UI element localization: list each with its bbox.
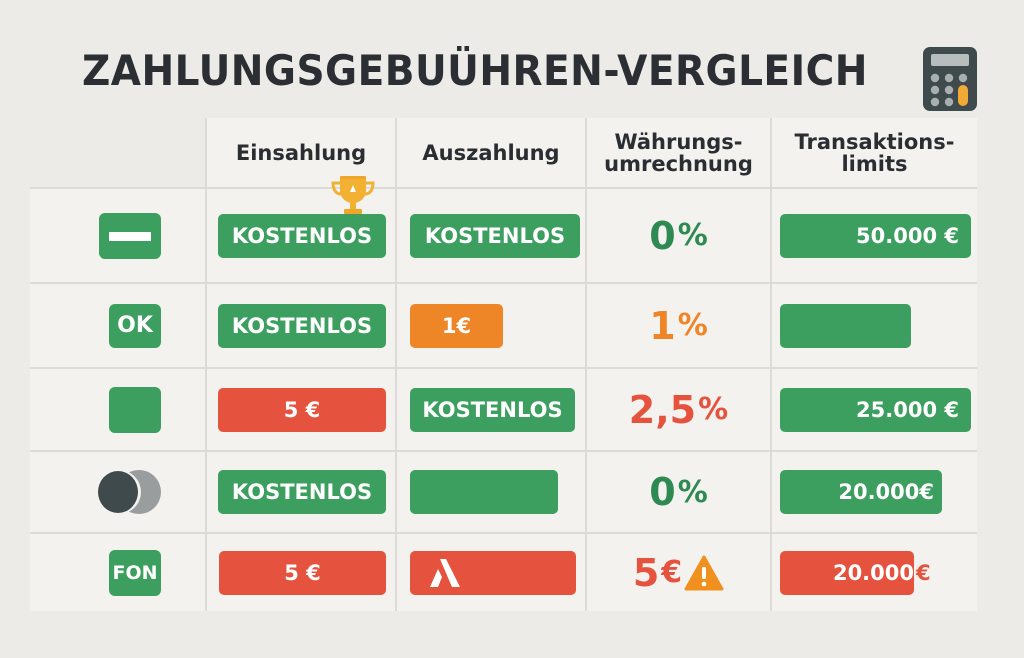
ok-badge-icon: OK [109,303,161,348]
withdrawal-fee-text: 1€ [441,313,472,338]
conversion-value: 2,5 [628,387,697,432]
withdrawal-cell: KOSTENLOS [395,189,585,282]
fee-comparison-table: Einsahlung Auszahlung Währungs-umrechnun… [30,118,977,611]
limit-cell: 50.000 € [770,189,977,282]
limit-cell: 20.000 € [770,534,977,611]
withdrawal-fee-badge [410,550,576,595]
overlapping-circles-icon [97,470,161,514]
deposit-fee-badge: 5 € [219,550,386,595]
provider-cell [30,369,205,450]
title-row: ZAHLUNGSGEBUÜHREN-VERGLEICH [0,40,1024,111]
deposit-cell: KOSTENLOS [205,175,395,282]
conversion-cell: 1% [585,284,770,367]
limit-badge: 50.000 € [780,213,971,258]
withdrawal-fee-text: KOSTENLOS [422,397,563,422]
conversion-value: 0 [649,470,676,514]
table-row: OK KOSTENLOS 1€ 1% [30,282,977,367]
limit-text: 20.000 [832,560,914,585]
green-square-icon [109,386,161,433]
deposit-cell: KOSTENLOS [205,452,395,532]
conversion-fee: 5 € [587,551,770,595]
deposit-fee-text: 5 € [284,560,321,585]
limit-badge: 20.000 [780,550,914,595]
conversion-value: 1 [649,303,676,348]
deposit-fee-badge: KOSTENLOS [218,303,386,348]
conversion-unit: % [677,308,708,343]
page-title: ZAHLUNGSGEBUÜHREN-VERGLEICH [82,46,868,95]
conversion-fee: 0% [587,214,770,258]
withdrawal-fee-badge: KOSTENLOS [410,213,580,258]
limit-text: 25.000 € [856,397,959,422]
header-limits-line1: Transaktions- [794,129,955,154]
withdrawal-fee-badge [410,470,558,514]
withdrawal-cell [395,534,585,611]
header-withdrawal-label: Auszahlung [422,140,560,165]
withdrawal-cell: KOSTENLOS [395,369,585,450]
withdrawal-cell [395,452,585,532]
warning-icon [684,555,724,590]
table-row: KOSTENLOS KOSTENLOS 0% [30,175,977,282]
fon-badge-icon: FON [109,549,161,596]
deposit-fee-text: KOSTENLOS [231,480,373,504]
conversion-unit: % [698,392,729,427]
header-conversion-line1: Währungs- [614,129,743,154]
conversion-cell: 0% [585,189,770,282]
provider-cell [30,452,205,532]
limit-badge: 25.000 € [780,387,971,432]
header-withdrawal: Auszahlung [395,118,585,187]
conversion-cell: 0% [585,452,770,532]
provider-cell: FON [30,534,205,611]
deposit-cell: KOSTENLOS [205,284,395,367]
card-icon [99,212,161,259]
deposit-cell: 5 € [205,369,395,450]
limit-badge: 20.000€ [780,470,942,514]
withdrawal-fee-badge: KOSTENLOS [410,387,575,432]
deposit-fee-badge: 5 € [218,387,386,432]
conversion-unit: % [677,218,708,253]
header-limits-line2: limits [841,151,908,176]
conversion-fee: 1% [587,304,770,348]
withdrawal-fee-text: KOSTENLOS [424,223,566,248]
limit-cell: 25.000 € [770,369,977,450]
limit-text: 50.000 € [856,223,959,248]
conversion-fee: 2,5% [587,388,770,432]
header-limits: Transaktions-limits [770,118,977,187]
deposit-fee-text: KOSTENLOS [231,313,373,338]
astropay-logo-icon [430,558,460,587]
withdrawal-fee-badge: 1€ [410,303,503,348]
limit-badge [780,303,911,348]
provider-cell: OK [30,284,205,367]
provider-label: OK [117,313,153,338]
conversion-unit: % [677,474,708,510]
table-row: KOSTENLOS 0% 20.000€ [30,450,977,532]
conversion-fee: 0% [587,470,770,514]
header-conversion: Währungs-umrechnung [585,118,770,187]
deposit-cell: 5 € [205,534,395,611]
table-row: 5 € KOSTENLOS 2,5% 25.000 € [30,367,977,450]
calculator-icon [923,47,977,111]
limit-text: 20.000€ [838,480,934,504]
provider-cell [30,189,205,282]
trophy-icon [331,175,375,214]
conversion-cell: 5 € [585,534,770,611]
deposit-fee-badge: KOSTENLOS [218,470,386,514]
provider-label: FON [112,561,158,584]
table-row: FON 5 € 5 € [30,532,977,611]
conversion-unit: € [661,555,683,590]
limit-cell: 20.000€ [770,452,977,532]
limit-cell [770,284,977,367]
conversion-value: 5 [632,550,660,595]
limit-currency-suffix: € [916,560,931,585]
deposit-fee-text: 5 € [283,397,321,422]
withdrawal-cell: 1€ [395,284,585,367]
header-conversion-line2: umrechnung [604,151,753,176]
header-deposit-label: Einsahlung [235,140,367,165]
deposit-fee-text: KOSTENLOS [231,223,373,248]
conversion-value: 0 [649,213,676,258]
deposit-fee-badge: KOSTENLOS [218,175,386,258]
conversion-cell: 2,5% [585,369,770,450]
